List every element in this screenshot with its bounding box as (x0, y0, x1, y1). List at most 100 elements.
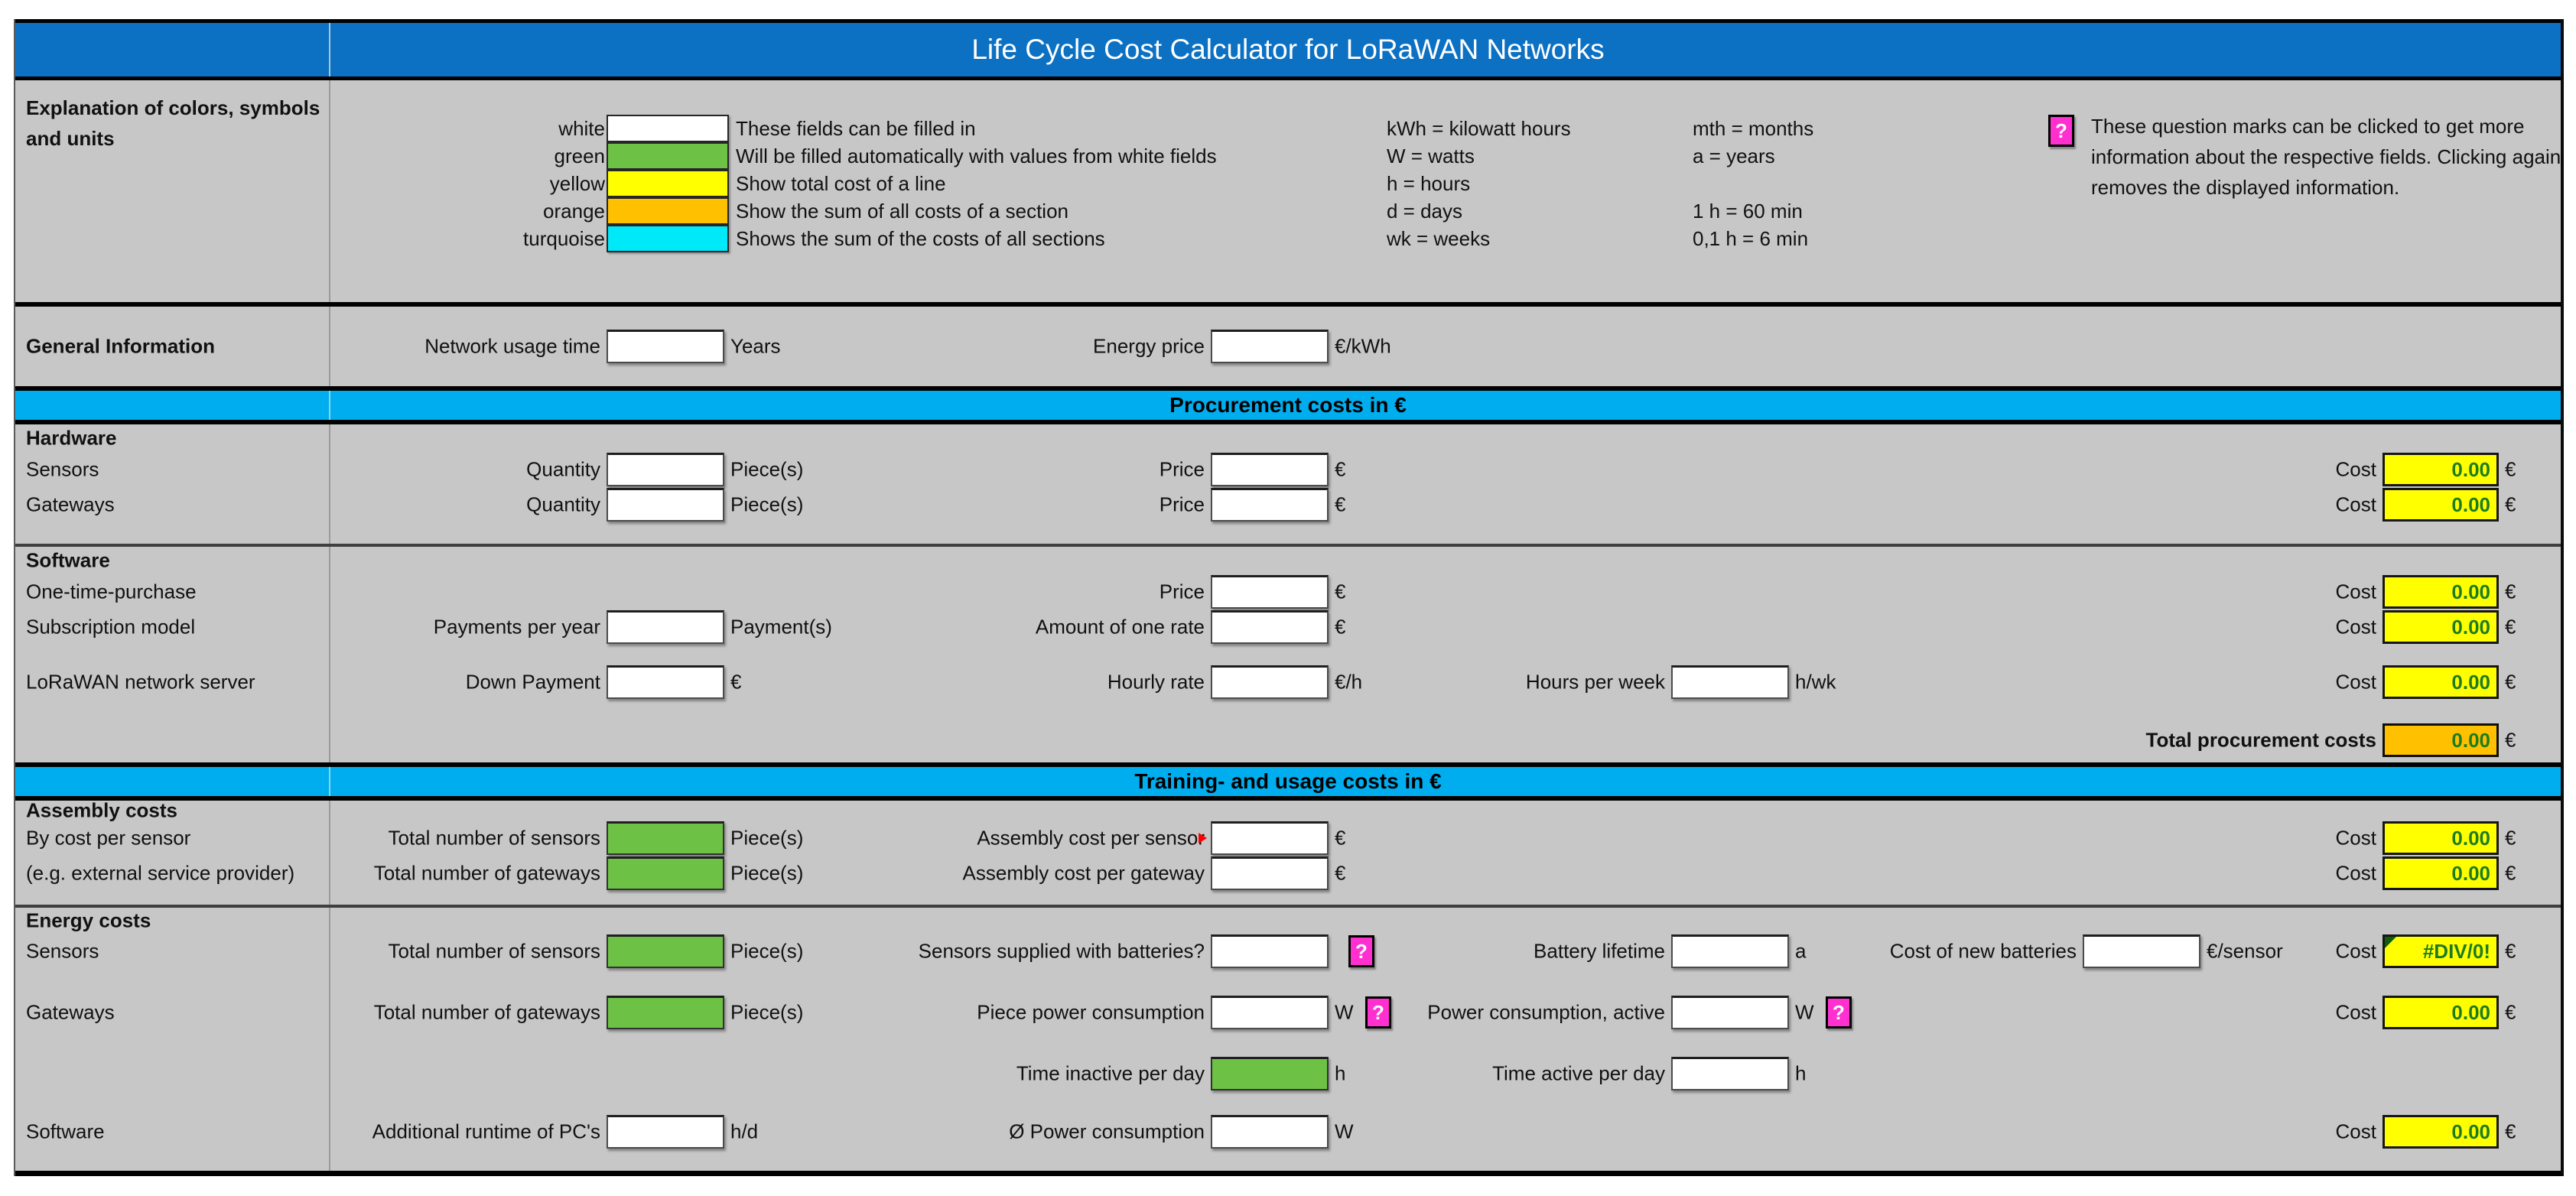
gateways-price-input[interactable] (1211, 488, 1329, 522)
one-time-purchase-price-unit: € (1335, 580, 1346, 603)
rowlabel-software: Software (26, 1120, 105, 1143)
legend-unit-a-years: a = years (1693, 145, 1775, 167)
general-information-network-usage-time-input[interactable] (607, 330, 724, 363)
row-spacer (15, 969, 2561, 995)
by-cost-per-sensor-assembly-cost-per-sensor-input[interactable] (1211, 821, 1329, 855)
lorawan-network-server-hours-per-week-input[interactable] (1671, 665, 1789, 699)
sensors-cost-label: Cost (2335, 457, 2376, 481)
gateways-quantity-input[interactable] (607, 488, 724, 522)
subscription-model-amount-of-one-rate-input[interactable] (1211, 610, 1329, 644)
lorawan-network-server-hourly-rate-input[interactable] (1211, 665, 1329, 699)
sensors-sensors-supplied-with-batteries-input[interactable] (1211, 934, 1329, 968)
rowlabel-gateways: Gateways (26, 1000, 115, 1024)
row-general-information: General Information Network usage time Yea… (15, 307, 2561, 386)
question-mark-icon[interactable]: ? (1348, 935, 1374, 967)
legend-unit-w-watts: W = watts (1387, 145, 1475, 167)
sensors-cost-of-new-batteries-label: Cost of new batteries (1889, 939, 2077, 963)
gateways-piece-power-consumption-input[interactable] (1211, 996, 1329, 1029)
rowlabel-by-cost-per-sensor: By cost per sensor (26, 826, 191, 850)
software-power-consumption-input[interactable] (1211, 1115, 1329, 1149)
general-information-network-usage-time-label: Network usage time (424, 334, 600, 358)
page-title: Life Cycle Cost Calculator for LoRaWAN N… (971, 34, 1605, 65)
subscription-model-payments-per-year-input[interactable] (607, 610, 724, 644)
time-inactive-per-day-label: Time inactive per day (1016, 1061, 1205, 1085)
sensors-battery-lifetime-input[interactable] (1671, 934, 1789, 968)
e-g-external-service-provider-assembly-cost-per-gateway-unit: € (1335, 861, 1346, 885)
software-additional-runtime-of-pc-s-input[interactable] (607, 1115, 724, 1149)
row-fields-body: Quantity Piece(s) Price € Cost 0.00 € (330, 452, 2561, 487)
row-assembly-costs: Assembly costs (15, 799, 2561, 822)
by-cost-per-sensor-assembly-cost-per-sensor-label: Assembly cost per sensor (977, 826, 1205, 850)
legend-swatch-label-green: green (554, 145, 606, 167)
gateways-power-consumption-active-input[interactable] (1671, 996, 1789, 1029)
lorawan-network-server-hours-per-week-unit: h/wk (1795, 670, 1836, 694)
lorawan-network-server-hours-per-week-label: Hours per week (1525, 670, 1665, 694)
legend-swatch-orange (607, 197, 729, 225)
row-gateways: Gateways Quantity Piece(s) Price € Cost 0.00 € (15, 487, 2561, 522)
gateways-total-number-of-gateways-cell (607, 996, 724, 1029)
by-cost-per-sensor-assembly-cost-per-sensor-comment-indicator-icon (1199, 833, 1207, 843)
time-active-per-day-label: Time active per day (1492, 1061, 1665, 1085)
band-procurement-label: Procurement costs in € (1169, 393, 1407, 417)
software-additional-runtime-of-pc-s-unit: h/d (730, 1120, 759, 1143)
lorawan-network-server-down-payment-input[interactable] (607, 665, 724, 699)
legend-swatch-desc-yellow: Show total cost of a line (736, 172, 946, 195)
gateways-power-consumption-active-unit: W (1795, 1000, 1814, 1024)
row-spacer (15, 700, 2561, 723)
row-software: Software Additional runtime of PC's h/d Ø P… (15, 1114, 2561, 1149)
total-procurement-costs-value: 0.00 (2451, 729, 2490, 752)
row-fields-body: Total number of sensors Piece(s) Sensors s… (330, 934, 2561, 969)
sensors-battery-lifetime-unit: a (1795, 939, 1807, 963)
row-fields: Time inactive per day h Time active per da… (15, 1056, 2561, 1091)
software-additional-runtime-of-pc-s-label: Additional runtime of PC's (372, 1120, 600, 1143)
row-fields-body: Network usage time Years Energy price €/kWh (330, 307, 2561, 386)
legend-swatch-white (607, 115, 729, 142)
rowlabel-hardware: Hardware (26, 426, 117, 450)
row-fields: Total procurement costs 0.00 € (15, 723, 2561, 758)
general-information-network-usage-time-unit: Years (730, 334, 781, 358)
one-time-purchase-cost-cell: 0.00 (2382, 575, 2499, 609)
row-fields-body: Total number of gateways Piece(s) Assembly… (330, 856, 2561, 891)
by-cost-per-sensor-cost-unit: € (2505, 826, 2516, 850)
time-active-per-day-input[interactable] (1671, 1057, 1789, 1090)
legend-swatch-turquoise (607, 225, 729, 252)
sensors-battery-lifetime-label: Battery lifetime (1534, 939, 1665, 963)
row-fields-body: Time inactive per day h Time active per da… (330, 1056, 2561, 1091)
rowlabel-energy-costs: Energy costs (26, 908, 151, 932)
legend-swatch-desc-green: Will be filled automatically with values… (736, 145, 1217, 167)
time-active-per-day-unit: h (1795, 1061, 1807, 1085)
row-spacer (15, 1030, 2561, 1056)
title-bar: Life Cycle Cost Calculator for LoRaWAN N… (15, 19, 2561, 80)
lorawan-network-server-cost-value: 0.00 (2451, 671, 2490, 694)
sensors-price-input[interactable] (1211, 453, 1329, 486)
question-mark-icon[interactable]: ? (2048, 115, 2074, 147)
legend-swatch-desc-orange: Show the sum of all costs of a section (736, 200, 1068, 223)
one-time-purchase-price-input[interactable] (1211, 575, 1329, 609)
gateways-piece-power-consumption-unit: W (1335, 1000, 1354, 1024)
lorawan-network-server-cost-unit: € (2505, 670, 2516, 694)
row-fields-body: Additional runtime of PC's h/d Ø Power con… (330, 1114, 2561, 1149)
row-software: Software (15, 547, 2561, 574)
band-procurement: Procurement costs in € (15, 391, 2561, 424)
legend-heading-line1: Explanation of colors, symbols (26, 96, 320, 119)
software-cost-label: Cost (2335, 1120, 2376, 1143)
general-information-energy-price-input[interactable] (1211, 330, 1329, 363)
gateways-quantity-unit: Piece(s) (730, 492, 804, 516)
lorawan-network-server-cost-cell: 0.00 (2382, 665, 2499, 699)
sensors-cost-unit: € (2505, 457, 2516, 481)
legend-swatch-label-yellow: yellow (549, 172, 605, 195)
gateways-quantity-label: Quantity (526, 492, 600, 516)
e-g-external-service-provider-cost-cell: 0.00 (2382, 856, 2499, 890)
subscription-model-cost-cell: 0.00 (2382, 610, 2499, 644)
sensors-total-number-of-sensors-unit: Piece(s) (730, 939, 804, 963)
question-mark-icon[interactable]: ? (1365, 996, 1391, 1029)
question-mark-icon[interactable]: ? (1826, 996, 1852, 1029)
subscription-model-amount-of-one-rate-label: Amount of one rate (1035, 615, 1205, 639)
one-time-purchase-cost-unit: € (2505, 580, 2516, 603)
e-g-external-service-provider-assembly-cost-per-gateway-input[interactable] (1211, 856, 1329, 890)
spreadsheet: Life Cycle Cost Calculator for LoRaWAN N… (14, 19, 2564, 1176)
sensors-cost-of-new-batteries-input[interactable] (2083, 934, 2200, 968)
general-information-energy-price-unit: €/kWh (1335, 334, 1391, 358)
sensors-quantity-input[interactable] (607, 453, 724, 486)
row-fields-body: Total number of sensors Piece(s) Assembly … (330, 821, 2561, 856)
